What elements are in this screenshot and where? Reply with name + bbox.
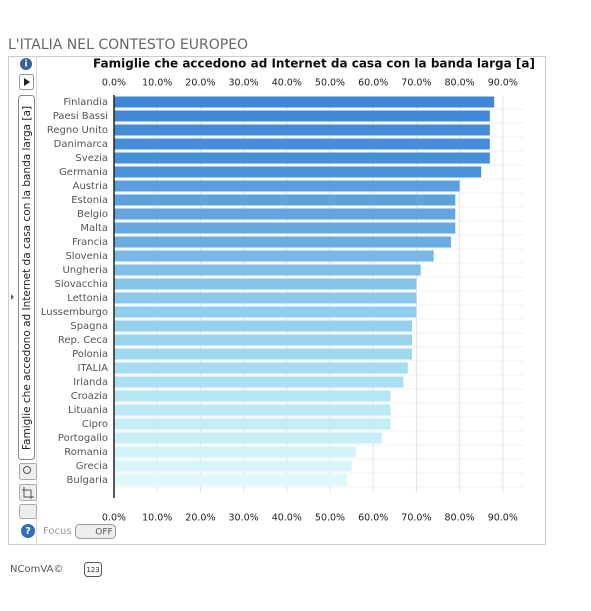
category-label: Lettonia xyxy=(67,293,108,304)
x-tick-label-top: 40.0% xyxy=(272,78,302,89)
focus-toggle-label: OFF xyxy=(95,528,112,538)
bar xyxy=(114,194,456,206)
category-label: Polonia xyxy=(72,349,108,360)
bar xyxy=(114,152,490,164)
focus-toggle[interactable] xyxy=(75,524,116,539)
bar xyxy=(114,236,451,248)
category-label: Lituania xyxy=(68,405,108,416)
zoom-button[interactable] xyxy=(19,463,37,480)
x-tick-label-top: 50.0% xyxy=(315,78,345,89)
category-label: Slovenia xyxy=(65,251,108,262)
print-button[interactable] xyxy=(19,504,37,519)
bar xyxy=(114,474,348,486)
crop-button[interactable] xyxy=(19,484,37,501)
bar xyxy=(114,348,413,360)
category-label: Paesi Bassi xyxy=(53,111,108,122)
category-label: Grecia xyxy=(76,461,108,472)
credit: NComVA© xyxy=(10,564,63,575)
x-tick-label-top: 30.0% xyxy=(229,78,259,89)
bar xyxy=(114,376,404,388)
category-label: Romania xyxy=(64,447,108,458)
category-label: Rep. Ceca xyxy=(58,335,108,346)
category-label: Svezia xyxy=(75,153,108,164)
bar xyxy=(114,110,490,122)
info-button[interactable] xyxy=(20,58,32,70)
x-tick-label-bottom: 20.0% xyxy=(185,513,215,524)
bar xyxy=(114,208,456,220)
category-label: Slovacchia xyxy=(54,279,108,290)
category-label: Regno Unito xyxy=(47,125,108,136)
x-tick-label-bottom: 40.0% xyxy=(272,513,302,524)
bar xyxy=(114,418,391,430)
heading: L'ITALIA NEL CONTESTO EUROPEO xyxy=(8,37,248,53)
info-icon: i xyxy=(24,60,27,70)
badge[interactable] xyxy=(84,562,102,577)
focus-label: Focus xyxy=(43,526,72,537)
category-label: Cipro xyxy=(82,419,108,430)
category-label: Lussemburgo xyxy=(41,307,108,318)
bar xyxy=(114,446,356,458)
bar xyxy=(114,138,490,150)
bar xyxy=(114,96,495,108)
help-icon: ? xyxy=(25,526,31,537)
help-button[interactable] xyxy=(21,524,35,538)
x-tick-label-bottom: 80.0% xyxy=(445,513,475,524)
chart-title: Famiglie che accedono ad Internet da cas… xyxy=(93,57,535,71)
category-label: Portogallo xyxy=(58,433,108,444)
x-tick-label-top: 10.0% xyxy=(142,78,172,89)
x-tick-label-top: 0.0% xyxy=(102,78,126,89)
expand-arrow[interactable] xyxy=(11,294,14,300)
category-label: Estonia xyxy=(71,195,108,206)
category-label: Finlandia xyxy=(63,97,108,108)
bar xyxy=(114,264,421,276)
category-label: Spagna xyxy=(70,321,108,332)
bar xyxy=(114,292,417,304)
category-label: Malta xyxy=(80,223,108,234)
category-label: Austria xyxy=(73,181,108,192)
bar xyxy=(114,124,490,136)
crop-icon xyxy=(22,487,34,499)
category-label: Croazia xyxy=(71,391,108,402)
x-tick-label-bottom: 50.0% xyxy=(315,513,345,524)
badge-label: 123 xyxy=(86,566,99,574)
x-tick-label-bottom: 30.0% xyxy=(229,513,259,524)
x-tick-label-bottom: 0.0% xyxy=(102,513,126,524)
bar xyxy=(114,404,391,416)
panel xyxy=(8,56,546,545)
play-icon xyxy=(24,78,30,86)
x-tick-label-top: 90.0% xyxy=(488,78,518,89)
zoom-icon xyxy=(23,466,31,474)
category-label: Irlanda xyxy=(73,377,108,388)
category-label: Francia xyxy=(72,237,108,248)
x-tick-label-top: 70.0% xyxy=(401,78,431,89)
bar xyxy=(114,250,434,262)
x-tick-label-top: 80.0% xyxy=(445,78,475,89)
bar xyxy=(114,222,456,234)
bar xyxy=(114,432,382,444)
x-tick-label-bottom: 60.0% xyxy=(358,513,388,524)
side-label: Famiglie che accedono ad Internet da cas… xyxy=(21,106,33,450)
category-label: Germania xyxy=(59,167,108,178)
bar xyxy=(114,166,482,178)
bar xyxy=(114,334,413,346)
category-label: Bulgaria xyxy=(67,475,108,486)
bar xyxy=(114,460,352,472)
x-tick-label-top: 60.0% xyxy=(358,78,388,89)
x-tick-label-top: 20.0% xyxy=(185,78,215,89)
bar xyxy=(114,390,391,402)
x-tick-label-bottom: 10.0% xyxy=(142,513,172,524)
side-tab[interactable] xyxy=(18,95,35,460)
category-label: ITALIA xyxy=(78,363,109,374)
bar xyxy=(114,320,413,332)
bar xyxy=(114,306,417,318)
x-tick-label-bottom: 90.0% xyxy=(488,513,518,524)
bar xyxy=(114,278,417,290)
category-label: Danimarca xyxy=(54,139,108,150)
category-label: Belgio xyxy=(77,209,108,220)
category-label: Ungheria xyxy=(62,265,108,276)
x-tick-label-bottom: 70.0% xyxy=(401,513,431,524)
bar xyxy=(114,180,460,192)
bar xyxy=(114,362,408,374)
